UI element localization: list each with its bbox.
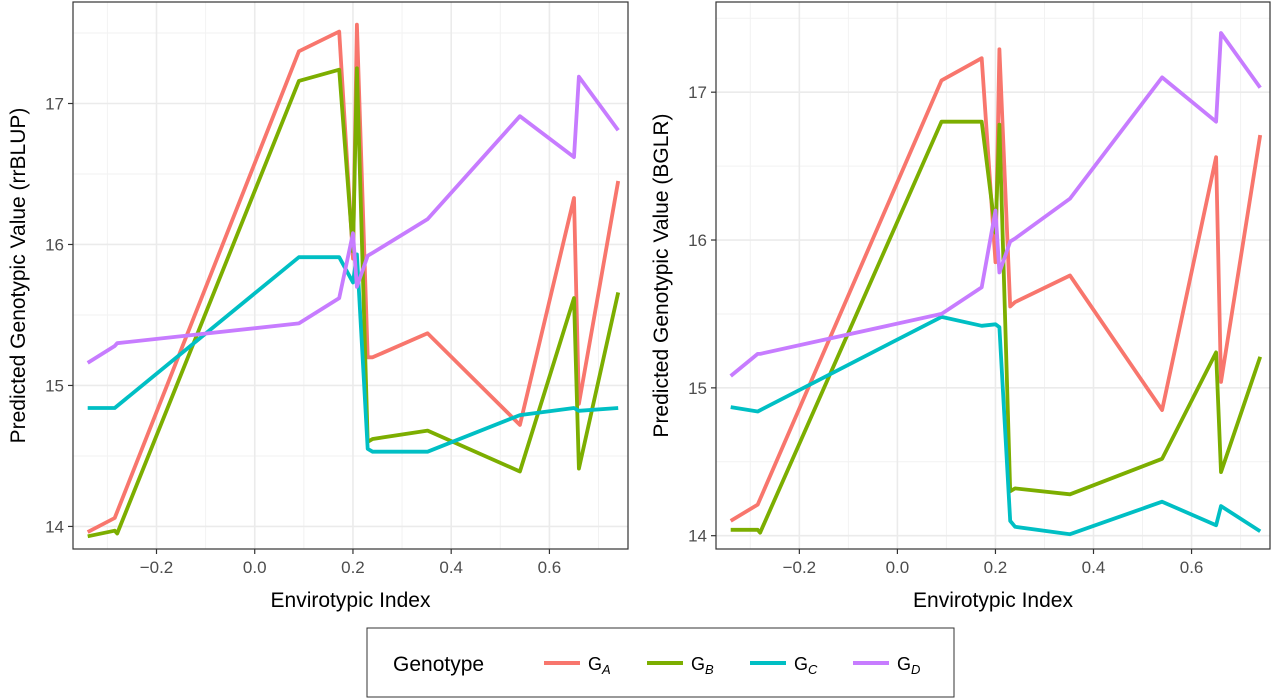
y-tick-label: 17 bbox=[45, 95, 64, 114]
legend-label-d: GD bbox=[897, 654, 920, 677]
x-axis-title: Envirotypic Index bbox=[913, 589, 1073, 612]
x-tick-label: 0.4 bbox=[439, 558, 463, 577]
x-tick-label: 0.6 bbox=[538, 558, 562, 577]
y-tick-label: 14 bbox=[688, 527, 707, 546]
legend-items: GA GB GC GD bbox=[544, 654, 920, 677]
legend-label-b: GB bbox=[691, 654, 714, 677]
legend-label-a: GA bbox=[588, 654, 611, 677]
y-tick-label: 14 bbox=[45, 517, 64, 536]
y-tick-label: 16 bbox=[688, 231, 707, 250]
x-tick-label: 0.0 bbox=[243, 558, 267, 577]
panel-border bbox=[72, 1, 629, 550]
x-tick-label: 0.4 bbox=[1082, 558, 1106, 577]
y-tick-label: 15 bbox=[45, 376, 64, 395]
legend: Genotype GA GB GC GD bbox=[366, 627, 955, 698]
plot-background bbox=[716, 2, 1270, 549]
series-line-gd bbox=[86, 74, 620, 365]
x-tick-label: 0.2 bbox=[984, 558, 1008, 577]
x-axis-title: Envirotypic Index bbox=[271, 589, 431, 612]
x-tick-label: 0.0 bbox=[886, 558, 910, 577]
panel-border bbox=[715, 1, 1271, 550]
x-tick-label: 0.6 bbox=[1180, 558, 1204, 577]
y-axis-title: Predicted Genotypic Value (rrBLUP) bbox=[7, 108, 30, 444]
series-line-gb bbox=[730, 119, 1262, 535]
x-tick-label: 0.2 bbox=[341, 558, 365, 577]
series-line-gc bbox=[87, 252, 619, 454]
series-line-ga bbox=[729, 47, 1263, 523]
legend-title: Genotype bbox=[393, 653, 484, 676]
x-tick-label: −0.2 bbox=[783, 558, 817, 577]
series-line-gd bbox=[729, 31, 1262, 378]
panel-bglr: −0.2 0.0 0.2 0.4 0.6 14 15 16 17 Envirotypic Inde… bbox=[650, 1, 1271, 612]
y-tick-label: 15 bbox=[688, 379, 707, 398]
series-line-ga bbox=[86, 22, 621, 534]
y-axis-title: Predicted Genotypic Value (BGLR) bbox=[650, 113, 673, 437]
series-line-gc bbox=[730, 315, 1262, 537]
y-tick-label: 16 bbox=[45, 235, 64, 254]
panel-rrblup: −0.2 0.0 0.2 0.4 0.6 14 15 16 17 Envirotypic Inde… bbox=[7, 1, 629, 612]
legend-label-c: GC bbox=[794, 654, 818, 677]
series-line-gb bbox=[87, 66, 621, 539]
y-tick-label: 17 bbox=[688, 83, 707, 102]
x-tick-label: −0.2 bbox=[140, 558, 174, 577]
